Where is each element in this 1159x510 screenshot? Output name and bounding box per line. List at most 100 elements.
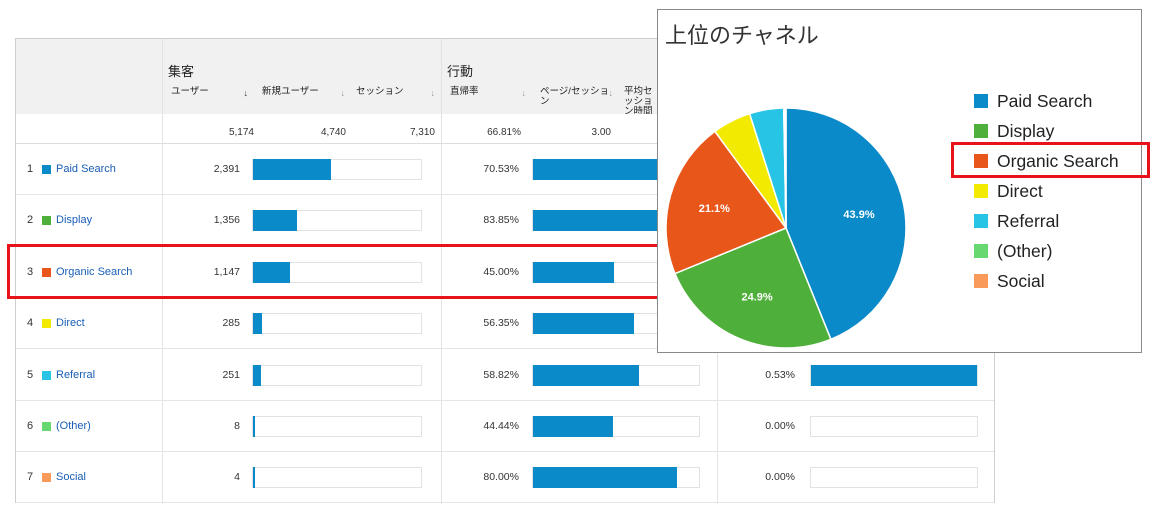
column-header-bounce-rate[interactable]: 直帰率 ↓ [447, 84, 532, 114]
legend-label: Direct [997, 181, 1043, 201]
users-bar [253, 210, 297, 232]
users-bar-track [252, 261, 422, 283]
sort-down-icon: ↓ [243, 88, 249, 98]
bounce-rate-value: 80.00% [483, 471, 519, 484]
group-behavior-label: 行動 [447, 64, 474, 79]
bounce-rate-value: 44.44% [483, 420, 519, 432]
legend-swatch [974, 94, 988, 108]
row-rank: 2 [27, 214, 34, 227]
users-value: 251 [222, 368, 240, 381]
chart-title: 上位のチャネル [665, 23, 819, 48]
group-acquisition-label: 集客 [168, 64, 195, 79]
channel-link[interactable]: Referral [56, 368, 96, 381]
column-header-sessions-label: セッション [356, 86, 404, 97]
bounce-rate-value: 70.53% [483, 163, 519, 175]
legend-label: Referral [997, 211, 1060, 231]
users-value: 1,356 [213, 214, 240, 227]
legend-swatch [974, 124, 988, 138]
channel-color-swatch [42, 216, 51, 226]
users-value: 8 [234, 420, 240, 432]
highlight-organic-search-row [7, 244, 660, 299]
sort-icon: ↓ [608, 88, 614, 98]
row-rank: 7 [27, 471, 34, 484]
channel-link[interactable]: Organic Search [56, 265, 133, 278]
users-bar [253, 313, 262, 335]
sort-icon: ↓ [340, 88, 346, 98]
bounce-rate-value: 83.85% [483, 214, 519, 227]
users-value: 285 [222, 317, 240, 330]
users-bar [253, 416, 255, 437]
bounce-rate-value: 45.00% [483, 265, 519, 278]
conversion-value: 0.00% [765, 420, 795, 432]
table-row: 6 (Other) 8 44.44% 0.00% [16, 401, 994, 452]
legend-swatch [974, 154, 988, 168]
bounce-rate-value: 56.35% [483, 317, 519, 330]
legend-swatch [974, 184, 988, 198]
column-header-new-users[interactable]: 新規ユーザー ↓ [259, 84, 351, 114]
conversion-bar-track [810, 467, 978, 489]
channel-color-swatch [42, 422, 51, 431]
legend-label: Display [997, 121, 1055, 141]
channel-link[interactable]: (Other) [56, 420, 91, 432]
legend-swatch [974, 244, 988, 258]
users-value: 1,147 [213, 265, 240, 278]
channel-color-swatch [42, 319, 51, 329]
column-header-avg-session-duration[interactable]: 平均セッション時間 [621, 84, 661, 115]
bounce-bar [533, 313, 634, 335]
pie-data-label: 43.9% [843, 209, 874, 221]
pie-data-label: 24.9% [741, 292, 772, 304]
pie-slice[interactable] [785, 107, 907, 341]
channel-link[interactable]: Paid Search [56, 163, 116, 175]
column-header-users[interactable]: ユーザー ↓ [168, 84, 254, 114]
legend-swatch [974, 214, 988, 228]
total-new-users: 4,740 [320, 127, 346, 138]
column-header-users-label: ユーザー [171, 86, 209, 97]
conversion-value: 0.00% [765, 471, 795, 484]
conversion-bar-track [810, 416, 978, 437]
users-value: 2,391 [213, 163, 240, 175]
row-rank: 1 [27, 163, 34, 175]
legend-label: Social [997, 271, 1045, 291]
users-bar-track [252, 416, 422, 437]
users-bar [253, 364, 261, 386]
row-rank: 6 [27, 420, 34, 432]
channel-color-swatch [42, 370, 51, 380]
users-bar [253, 159, 331, 180]
column-divider [441, 39, 442, 504]
sort-icon: ↓ [521, 88, 527, 98]
total-users: 5,174 [228, 127, 254, 138]
total-bounce-rate: 66.81% [487, 127, 521, 138]
pie-slice[interactable] [665, 130, 788, 275]
channel-link[interactable]: Direct [56, 317, 85, 330]
sort-icon: ↓ [430, 88, 436, 98]
pie-chart: 43.9% 24.9% 21.1% [665, 107, 907, 349]
users-bar-track [252, 364, 422, 386]
bounce-bar [533, 416, 613, 437]
column-header-pages-per-session-label: ページ/セッション [540, 86, 609, 107]
column-header-bounce-rate-label: 直帰率 [450, 86, 479, 97]
legend-swatch [974, 274, 988, 288]
legend-label: (Other) [997, 241, 1053, 261]
bounce-bar [533, 261, 614, 283]
users-bar-track [252, 467, 422, 489]
column-header-sessions[interactable]: セッション ↓ [353, 84, 441, 114]
channel-color-swatch [42, 267, 51, 277]
top-channels-chart-panel: 上位のチャネル 43.9% 24.9% 21.1% Paid Search Displ… [657, 9, 1142, 353]
column-header-pages-per-session[interactable]: ページ/セッション ↓ [537, 84, 619, 114]
bounce-bar [533, 210, 684, 232]
legend-label: Paid Search [997, 91, 1093, 111]
total-sessions: 7,310 [409, 127, 435, 138]
channel-link[interactable]: Social [56, 471, 86, 484]
pie-slice[interactable] [784, 107, 787, 229]
channel-color-swatch [42, 165, 51, 174]
channel-color-swatch [42, 473, 51, 483]
legend-label: Organic Search [997, 151, 1119, 171]
row-rank: 5 [27, 368, 34, 381]
row-rank: 4 [27, 317, 34, 330]
row-rank: 3 [27, 265, 34, 278]
total-pages-per-session: 3.00 [591, 127, 611, 138]
table-row: 5 Referral 251 58.82% 0.53% [16, 350, 994, 401]
channel-link[interactable]: Display [56, 214, 93, 227]
highlight-organic-search-legend [951, 142, 1150, 178]
table-row: 7 Social 4 80.00% 0.00% [16, 452, 994, 504]
